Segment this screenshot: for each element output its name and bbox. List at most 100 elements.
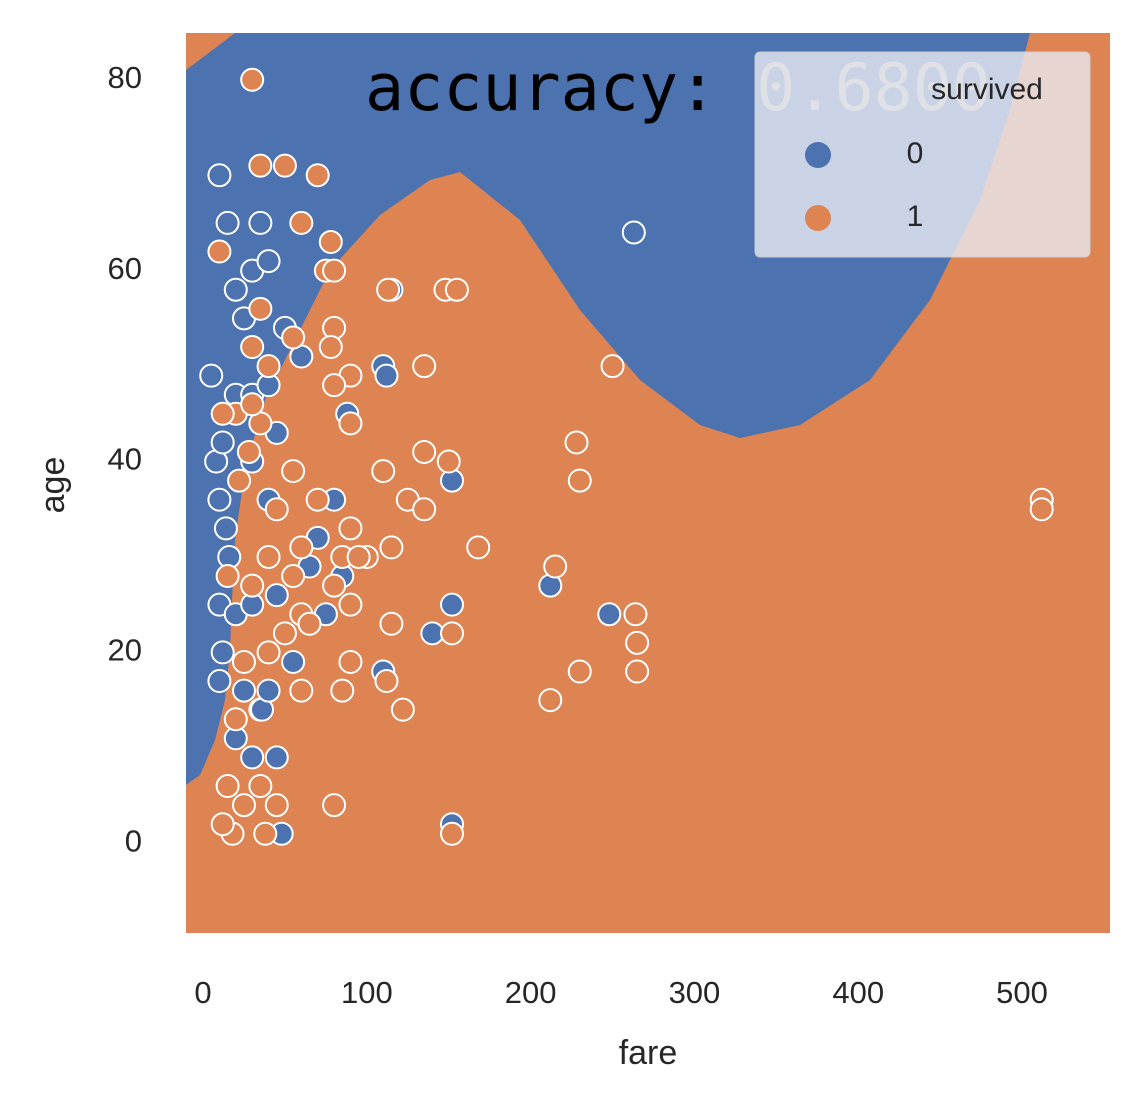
point [305, 163, 330, 188]
point [322, 573, 347, 598]
x-tick-label: 300 [669, 975, 721, 1010]
point [346, 544, 371, 569]
legend-title: survived [931, 73, 1043, 106]
point [231, 793, 256, 818]
point [322, 373, 347, 398]
point [543, 554, 568, 579]
point [289, 678, 314, 703]
point [538, 688, 563, 713]
point [236, 439, 261, 464]
point [223, 707, 248, 732]
point [390, 697, 415, 722]
point [240, 745, 265, 770]
point [264, 793, 289, 818]
point [210, 812, 235, 837]
point [623, 602, 648, 627]
x-tick-label: 500 [996, 975, 1048, 1010]
point [240, 334, 265, 359]
point [412, 354, 437, 379]
point [256, 678, 281, 703]
point [256, 249, 281, 274]
point [567, 659, 592, 684]
point [215, 564, 240, 589]
point [248, 296, 273, 321]
point [322, 258, 347, 283]
point [256, 544, 281, 569]
y-tick-label: 0 [125, 823, 142, 858]
point [444, 277, 469, 302]
point [330, 678, 355, 703]
y-axis-label: age [34, 457, 72, 514]
point [374, 363, 399, 388]
x-tick-label: 200 [505, 975, 557, 1010]
point [567, 468, 592, 493]
point [231, 649, 256, 674]
x-tick-label: 0 [194, 975, 211, 1010]
point [376, 277, 401, 302]
point [289, 535, 314, 560]
point [412, 497, 437, 522]
point [215, 774, 240, 799]
point [199, 363, 224, 388]
point [600, 354, 625, 379]
point [305, 487, 330, 512]
point [272, 621, 297, 646]
point [207, 239, 232, 264]
point [440, 592, 465, 617]
point [322, 793, 347, 818]
x-tick-label: 100 [341, 975, 393, 1010]
point [264, 497, 289, 522]
point [248, 153, 273, 178]
legend-marker [805, 205, 831, 231]
point [281, 459, 306, 484]
point [210, 640, 235, 665]
y-tick-label: 20 [108, 633, 142, 668]
points [199, 67, 1054, 846]
point [240, 392, 265, 417]
point [256, 640, 281, 665]
point [412, 439, 437, 464]
point [379, 535, 404, 560]
point [371, 459, 396, 484]
point [1029, 497, 1054, 522]
point [210, 430, 235, 455]
point [207, 669, 232, 694]
x-tick-label: 400 [832, 975, 884, 1010]
point [466, 535, 491, 560]
point [625, 659, 650, 684]
point [318, 230, 343, 255]
title-label: accuracy: [365, 51, 717, 126]
legend-label: 0 [907, 137, 924, 170]
point [210, 401, 235, 426]
point [338, 516, 363, 541]
point [207, 487, 232, 512]
point [440, 621, 465, 646]
x-axis-label: fare [619, 1034, 678, 1072]
point [297, 611, 322, 636]
point [213, 516, 238, 541]
point [281, 325, 306, 350]
point [436, 449, 461, 474]
point [248, 210, 273, 235]
point [223, 277, 248, 302]
point [440, 821, 465, 846]
y-tick-label: 60 [108, 251, 142, 286]
point [625, 630, 650, 655]
legend-label: 1 [907, 200, 924, 233]
point [240, 573, 265, 598]
legend-box [754, 51, 1091, 258]
point [264, 583, 289, 608]
point [318, 334, 343, 359]
point [564, 430, 589, 455]
point [338, 649, 363, 674]
point [338, 411, 363, 436]
point [379, 611, 404, 636]
point [215, 210, 240, 235]
point [289, 210, 314, 235]
y-tick-label: 40 [108, 442, 142, 477]
point [240, 67, 265, 92]
point [227, 468, 252, 493]
point [338, 592, 363, 617]
point [207, 163, 232, 188]
